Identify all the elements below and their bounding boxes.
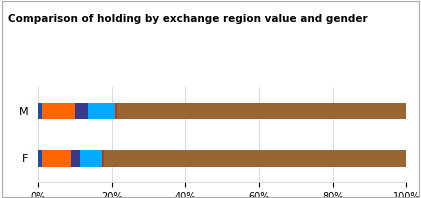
Bar	[42, 103, 75, 119]
Bar	[75, 103, 88, 119]
Bar	[80, 150, 102, 167]
Bar	[38, 150, 42, 167]
Text: Comparison of holding by exchange region value and gender: Comparison of holding by exchange region…	[8, 14, 368, 24]
Bar	[115, 103, 117, 119]
Bar	[71, 150, 80, 167]
Bar	[88, 103, 115, 119]
Bar	[104, 150, 406, 167]
Bar	[42, 150, 71, 167]
Bar	[117, 103, 406, 119]
Bar	[102, 150, 104, 167]
Bar	[38, 103, 42, 119]
